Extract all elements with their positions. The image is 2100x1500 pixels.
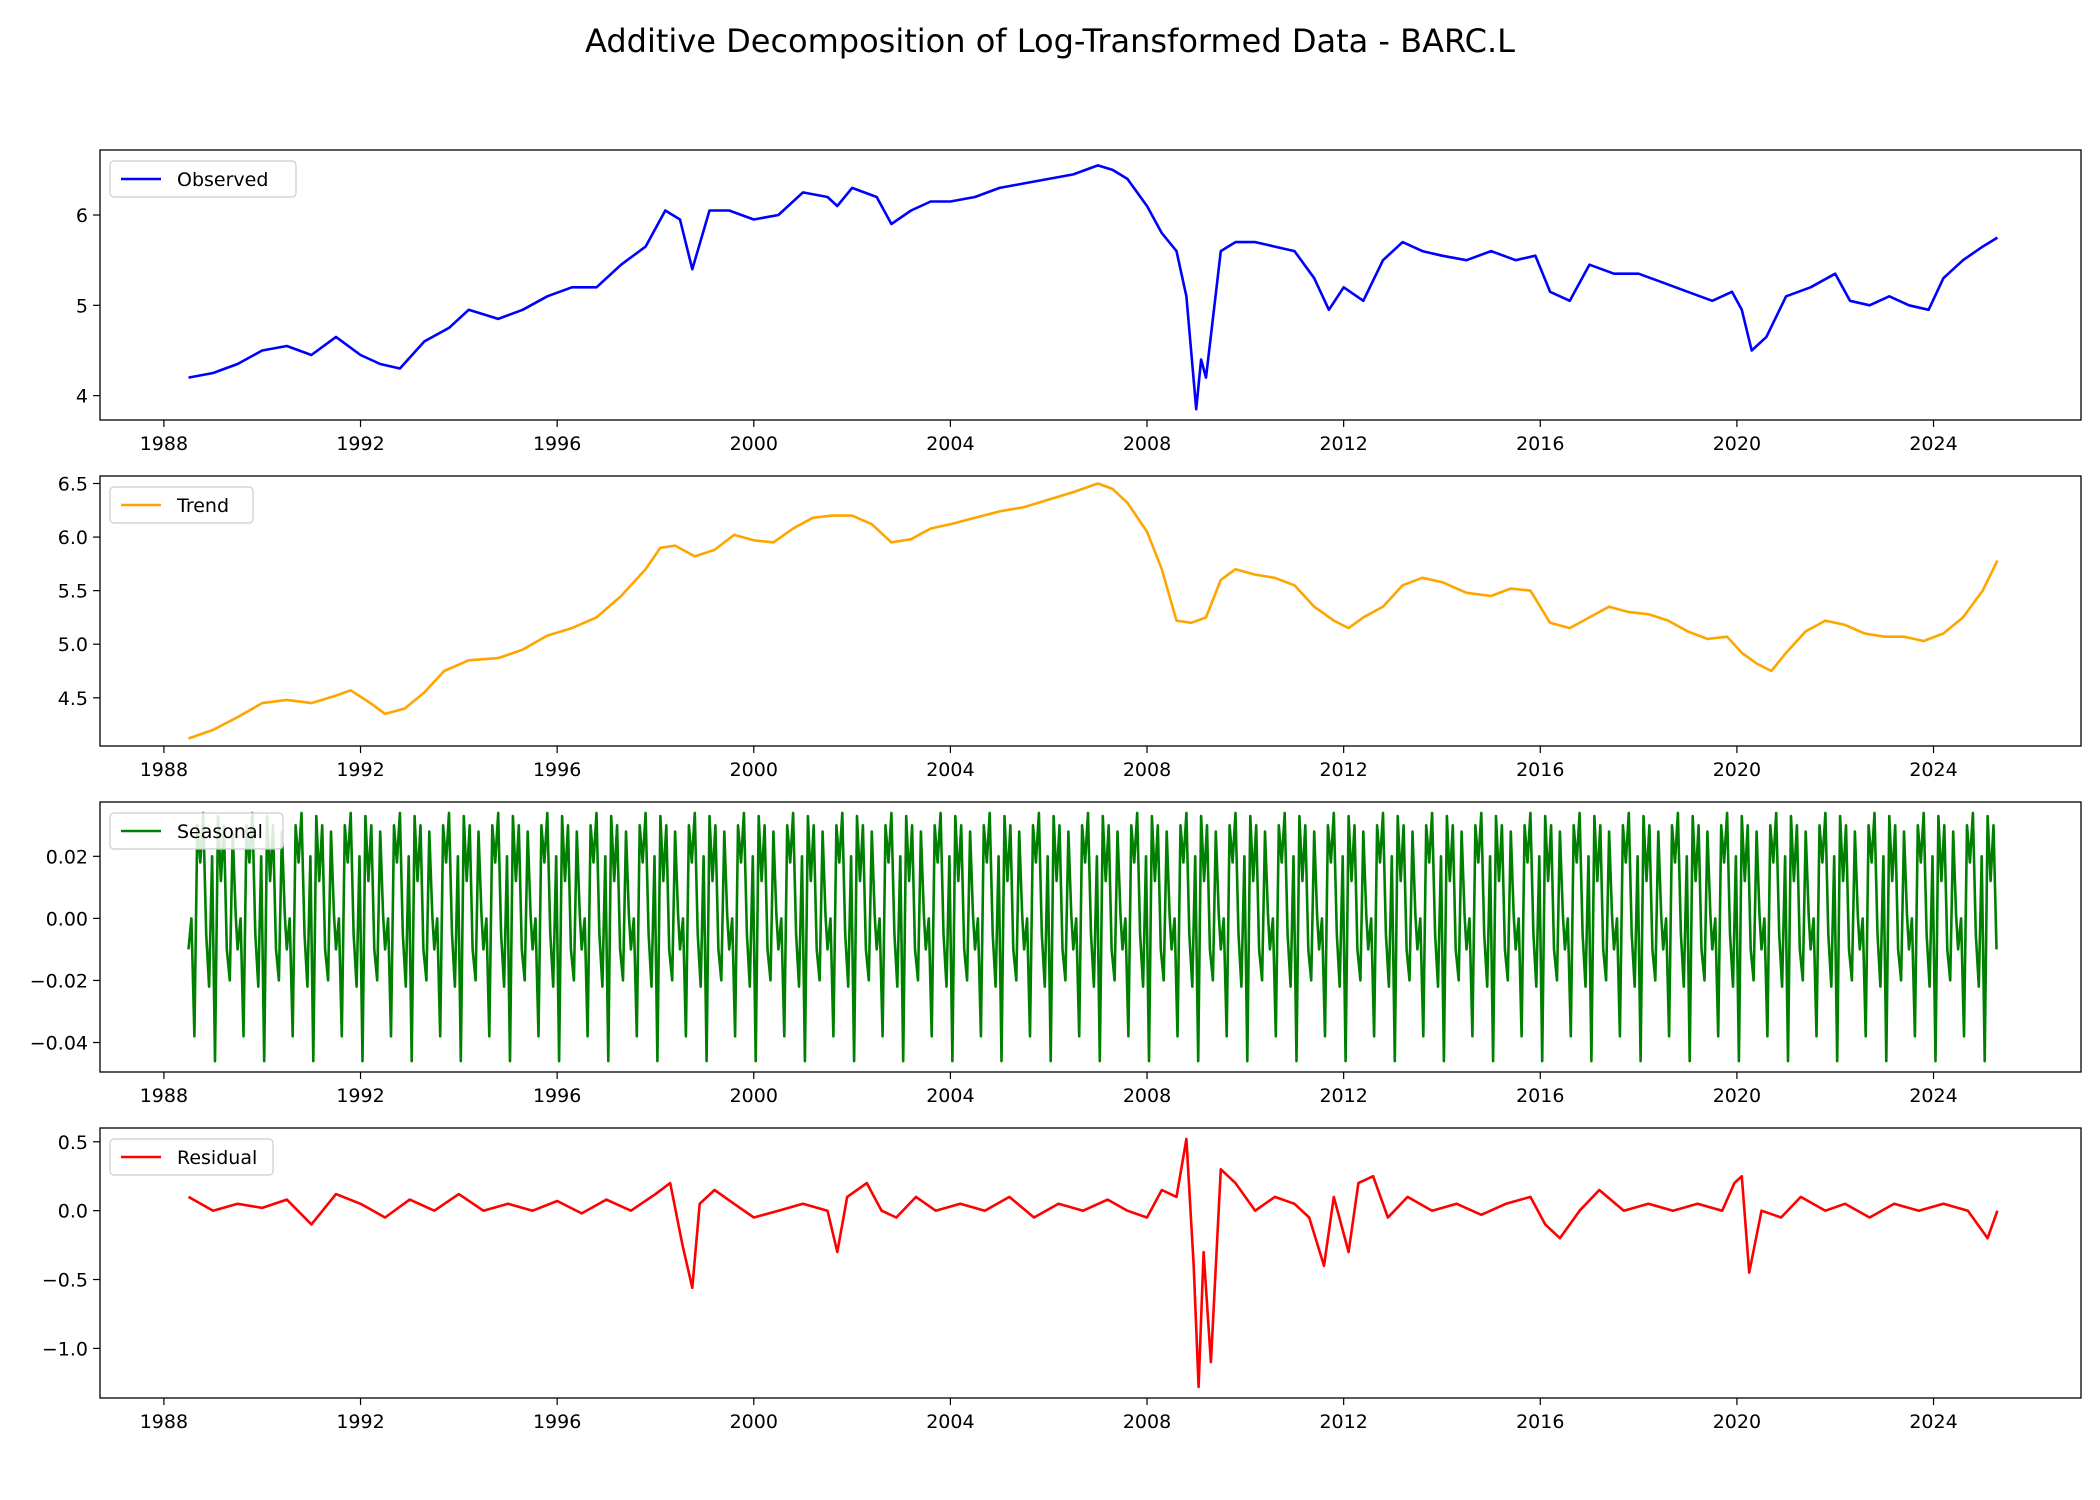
x-tick-label: 2000	[730, 433, 778, 455]
plot-frame	[99, 475, 2082, 747]
x-tick-label: 2020	[1713, 1085, 1761, 1107]
legend-observed: Observed	[109, 160, 297, 198]
x-tick-label: 2020	[1713, 433, 1761, 455]
x-tick-label: 1996	[533, 759, 581, 781]
x-tick-label: 1988	[140, 759, 188, 781]
legend-box	[109, 486, 254, 524]
series-line-observed	[188, 164, 1999, 411]
y-tick-label: 0.0	[58, 1201, 88, 1223]
x-tick-label: 2004	[926, 1085, 974, 1107]
x-tick-label: 1992	[336, 759, 384, 781]
y-tick-label: 5	[76, 295, 88, 317]
x-tick-label: 2016	[1516, 1411, 1564, 1433]
x-tick-label: 1992	[336, 1411, 384, 1433]
legend-seasonal: Seasonal	[109, 812, 284, 850]
x-tick-label: 1996	[533, 1411, 581, 1433]
y-tick-label: −0.02	[30, 970, 88, 992]
x-tick-label: 2024	[1909, 433, 1957, 455]
x-tick-label: 2012	[1319, 1085, 1367, 1107]
x-tick-label: 2016	[1516, 433, 1564, 455]
y-tick-label: 6	[76, 205, 88, 227]
x-tick-label: 1988	[140, 433, 188, 455]
legend-label: Trend	[176, 495, 229, 517]
plot-frame	[99, 149, 2082, 421]
x-tick-label: 2012	[1319, 433, 1367, 455]
x-tick-label: 2004	[926, 759, 974, 781]
x-tick-label: 2024	[1909, 1411, 1957, 1433]
x-tick-label: 2004	[926, 1411, 974, 1433]
y-tick-label: 4.5	[58, 688, 88, 710]
x-tick-label: 1996	[533, 433, 581, 455]
panel-trend: 1988 1992 1996 2000 2004 2008 2012 2016 2020 2024…	[58, 474, 2082, 781]
x-tick-label: 2016	[1516, 759, 1564, 781]
plot-frame	[99, 1127, 2082, 1399]
x-tick-label: 2008	[1123, 433, 1171, 455]
x-tick-label: 1992	[336, 1085, 384, 1107]
x-tick-label: 1988	[140, 1411, 188, 1433]
x-tick-label: 2020	[1713, 759, 1761, 781]
legend-box	[109, 160, 297, 198]
panel-seasonal: 1988 1992 1996 2000 2004 2008 2012 2016 2020 2024…	[30, 801, 2082, 1107]
x-tick-label: 2004	[926, 433, 974, 455]
y-tick-label: 0.5	[58, 1132, 88, 1154]
series-line-residual	[187, 1137, 1999, 1389]
series-line-seasonal	[187, 811, 1998, 1063]
x-tick-label: 2000	[730, 1085, 778, 1107]
x-tick-label: 2024	[1909, 1085, 1957, 1107]
x-tick-label: 2012	[1319, 1411, 1367, 1433]
x-tick-label: 2008	[1123, 1085, 1171, 1107]
legend-label: Residual	[177, 1147, 257, 1169]
y-tick-label: 6.5	[58, 474, 88, 496]
plot-frame	[99, 801, 2082, 1073]
legend-residual: Residual	[109, 1138, 274, 1176]
x-tick-label: 2020	[1713, 1411, 1761, 1433]
legend-trend: Trend	[109, 486, 254, 524]
x-tick-label: 2016	[1516, 1085, 1564, 1107]
y-tick-label: 0.00	[46, 908, 88, 930]
x-tick-label: 2024	[1909, 759, 1957, 781]
chart-title: Additive Decomposition of Log-Transforme…	[585, 22, 1515, 60]
x-tick-label: 2000	[730, 759, 778, 781]
y-tick-label: 5.5	[58, 581, 88, 603]
y-tick-label: 0.02	[46, 846, 88, 868]
x-tick-label: 2008	[1123, 759, 1171, 781]
x-tick-label: 2012	[1319, 759, 1367, 781]
legend-label: Seasonal	[177, 821, 263, 843]
x-tick-label: 1996	[533, 1085, 581, 1107]
y-tick-label: 4	[76, 386, 88, 408]
legend-label: Observed	[177, 169, 268, 191]
legend-box	[109, 1138, 274, 1176]
y-tick-label: −0.5	[42, 1270, 88, 1292]
panel-observed: 1988 1992 1996 2000 2004 2008 2012 2016 2020 2024…	[76, 149, 2082, 455]
panel-residual: 1988 1992 1996 2000 2004 2008 2012 2016 2020 2024…	[42, 1127, 2082, 1433]
y-tick-label: 5.0	[58, 634, 88, 656]
series-line-trend	[188, 482, 1999, 740]
y-tick-label: 6.0	[58, 527, 88, 549]
x-tick-label: 2008	[1123, 1411, 1171, 1433]
x-tick-label: 1992	[336, 433, 384, 455]
x-tick-label: 2000	[730, 1411, 778, 1433]
x-tick-label: 1988	[140, 1085, 188, 1107]
y-tick-label: −1.0	[42, 1338, 88, 1360]
y-tick-label: −0.04	[30, 1033, 88, 1055]
legend-box	[109, 812, 284, 850]
